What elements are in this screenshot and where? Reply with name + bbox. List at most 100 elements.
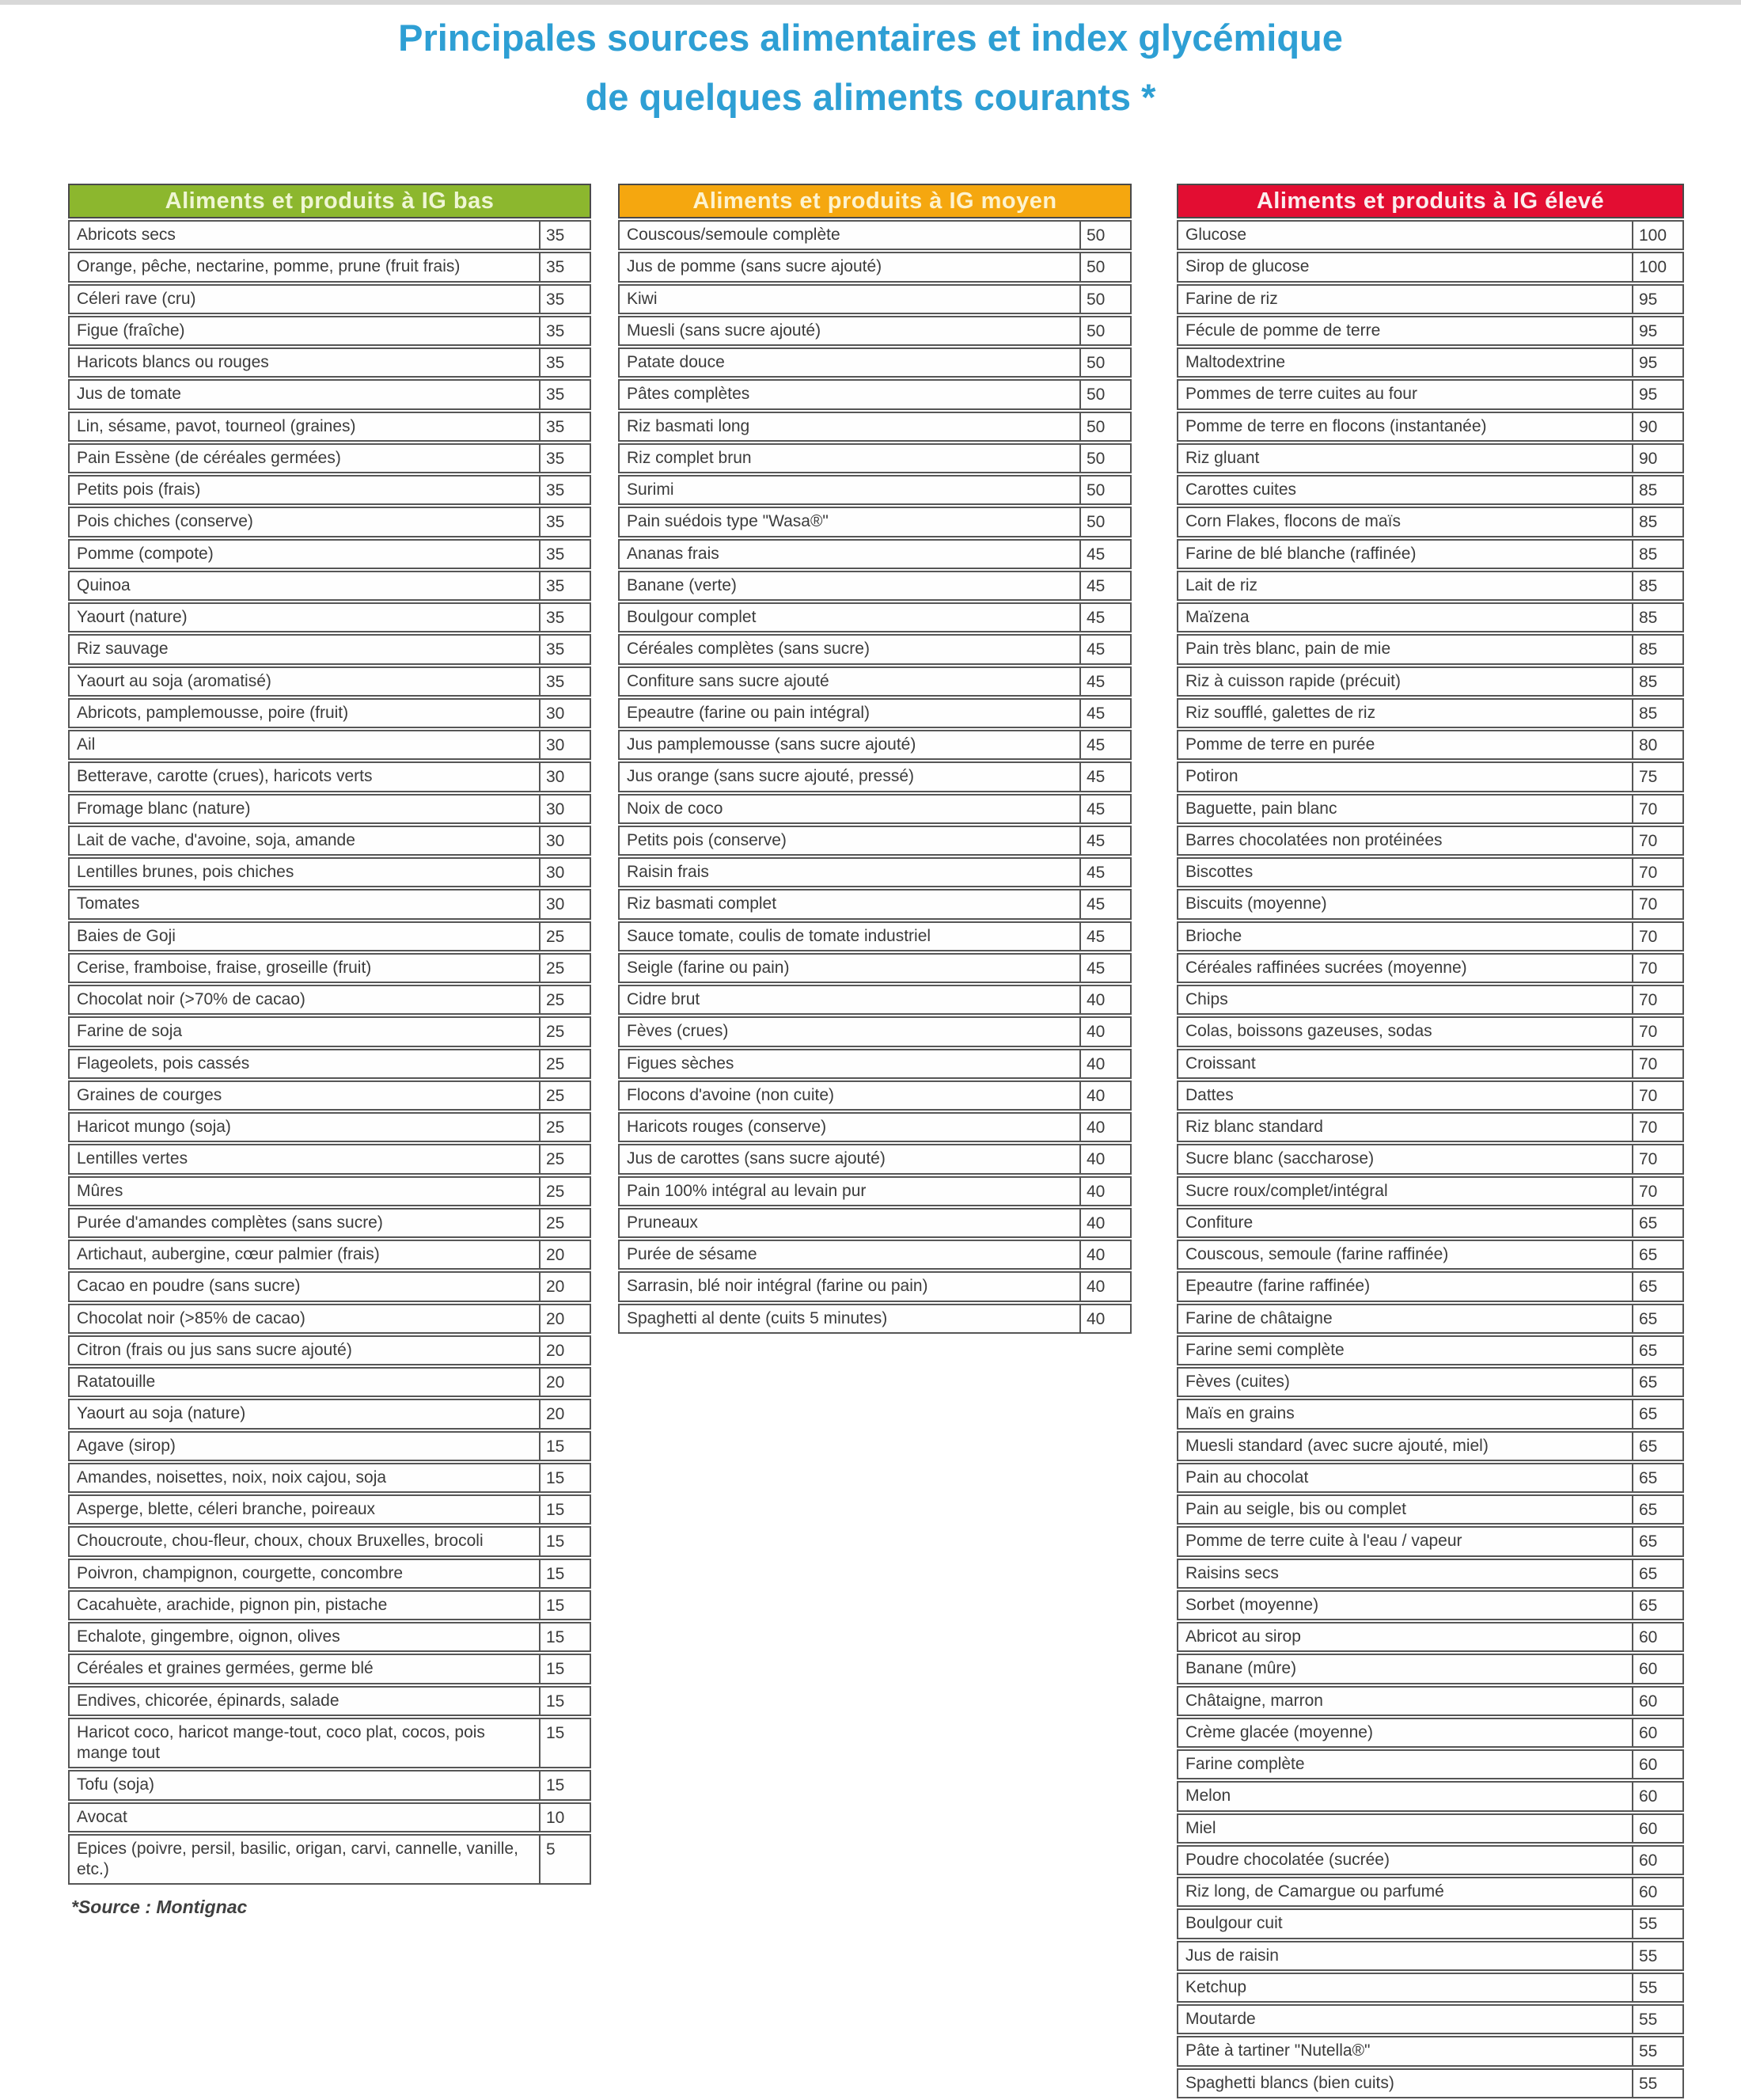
food-label: Céréales raffinées sucrées (moyenne) (1178, 954, 1633, 982)
table-row: Cidre brut 40 (618, 985, 1132, 1016)
gi-value: 40 (1087, 1182, 1106, 1201)
gi-value: 100 (1639, 226, 1667, 245)
gi-value: 40 (1087, 1246, 1106, 1264)
gi-value: 45 (1087, 831, 1106, 850)
gi-value: 65 (1639, 1213, 1658, 1232)
food-label: Pain au chocolat (1178, 1464, 1633, 1491)
food-label: Fèves (crues) (620, 1018, 1081, 1046)
table-row: Pain suédois type "Wasa®" 50 (618, 507, 1132, 537)
gi-value: 70 (1639, 1182, 1658, 1201)
food-label: Epeautre (farine ou pain intégral) (620, 699, 1081, 727)
food-label: Pâte à tartiner "Nutella®" (1178, 2037, 1633, 2065)
gi-value: 25 (546, 991, 565, 1009)
gi-value: 15 (546, 1723, 565, 1742)
food-label: Biscuits (moyenne) (1178, 891, 1633, 918)
gi-value: 70 (1639, 831, 1658, 850)
food-label: Moutarde (1178, 2006, 1633, 2034)
gi-value: 15 (546, 1532, 565, 1551)
food-label: Choucroute, chou-fleur, choux, choux Bru… (70, 1528, 541, 1555)
food-label: Banane (mûre) (1178, 1655, 1633, 1683)
food-label: Pain suédois type "Wasa®" (620, 508, 1081, 536)
table-row: Endives, chicorée, épinards, salade 15 (68, 1685, 591, 1716)
food-label: Glucose (1178, 222, 1633, 249)
food-label: Pois chiches (conserve) (70, 508, 541, 536)
table-row: Yaourt (nature) 35 (68, 602, 591, 633)
gi-value: 5 (546, 1840, 556, 1859)
food-label: Lentilles vertes (70, 1145, 541, 1173)
gi-value: 45 (1087, 864, 1106, 882)
table-row: Epices (poivre, persil, basilic, origan,… (68, 1833, 591, 1885)
table-row: Biscottes 70 (1177, 857, 1684, 888)
food-label: Sauce tomate, coulis de tomate industrie… (620, 922, 1081, 950)
table-row: Fécule de pomme de terre 95 (1177, 315, 1684, 346)
table-row: Couscous/semoule complète 50 (618, 220, 1132, 251)
food-label: Sorbet (moyenne) (1178, 1591, 1633, 1619)
food-label: Farine de soja (70, 1018, 541, 1046)
gi-value: 25 (546, 927, 565, 946)
food-label: Dattes (1178, 1081, 1633, 1109)
gi-value: 70 (1639, 799, 1658, 818)
food-label: Pomme de terre en purée (1178, 731, 1633, 759)
food-label: Riz blanc standard (1178, 1114, 1633, 1141)
gi-value: 35 (546, 385, 565, 404)
food-label: Betterave, carotte (crues), haricots ver… (70, 763, 541, 791)
gi-value: 30 (546, 736, 565, 754)
table-header-high: Aliments et produits à IG élevé (1177, 184, 1684, 218)
table-rows-low: Abricots secs 35 Orange, pêche, nectarine,… (68, 220, 591, 1885)
table-row: Lin, sésame, pavot, tourneol (graines) 35 (68, 411, 591, 442)
food-label: Baies de Goji (70, 922, 541, 950)
table-rows-medium: Couscous/semoule complète 50 Jus de pomme … (618, 220, 1132, 1334)
food-label: Farine de blé blanche (raffinée) (1178, 540, 1633, 568)
table-row: Cacahuète, arachide, pignon pin, pistach… (68, 1589, 591, 1620)
gi-table-medium: Aliments et produits à IG moyen Couscous… (618, 184, 1132, 1335)
table-row: Chocolat noir (>85% de cacao) 20 (68, 1303, 591, 1334)
table-row: Petits pois (frais) 35 (68, 475, 591, 506)
table-row: Céleri rave (cru) 35 (68, 283, 591, 314)
food-label: Farine de riz (1178, 285, 1633, 313)
table-row: Riz long, de Camargue ou parfumé 60 (1177, 1877, 1684, 1908)
gi-table-low: Aliments et produits à IG bas Abricots s… (68, 184, 591, 1886)
gi-value: 25 (546, 959, 565, 978)
table-row: Tomates 30 (68, 889, 591, 920)
table-row: Riz complet brun 50 (618, 442, 1132, 473)
gi-value: 15 (546, 1564, 565, 1583)
food-label: Epeautre (farine raffinée) (1178, 1273, 1633, 1301)
table-row: Pommes de terre cuites au four 95 (1177, 379, 1684, 410)
food-label: Chocolat noir (>85% de cacao) (70, 1304, 541, 1332)
gi-value: 35 (546, 290, 565, 309)
table-row: Pomme de terre en flocons (instantanée) 9… (1177, 411, 1684, 442)
gi-value: 35 (546, 672, 565, 691)
food-label: Châtaigne, marron (1178, 1687, 1633, 1715)
food-label: Raisins secs (1178, 1559, 1633, 1587)
table-row: Carottes cuites 85 (1177, 475, 1684, 506)
table-row: Chips 70 (1177, 985, 1684, 1016)
gi-value: 95 (1639, 354, 1658, 372)
gi-value: 60 (1639, 1756, 1658, 1774)
table-row: Muesli standard (avec sucre ajouté, miel… (1177, 1430, 1684, 1461)
gi-value: 85 (1639, 513, 1658, 532)
gi-value: 60 (1639, 1819, 1658, 1838)
table-row: Ail 30 (68, 730, 591, 761)
table-row: Spaghetti blancs (bien cuits) 55 (1177, 2068, 1684, 2098)
table-row: Riz basmati complet 45 (618, 889, 1132, 920)
gi-value: 65 (1639, 1596, 1658, 1615)
gi-value: 55 (1639, 1946, 1658, 1965)
food-label: Yaourt au soja (nature) (70, 1400, 541, 1428)
food-label: Tofu (soja) (70, 1772, 541, 1799)
gi-value: 25 (546, 1086, 565, 1105)
gi-value: 45 (1087, 895, 1106, 914)
gi-value: 55 (1639, 1915, 1658, 1934)
table-row: Noix de coco 45 (618, 793, 1132, 824)
food-label: Corn Flakes, flocons de maïs (1178, 508, 1633, 536)
table-row: Jus pamplemousse (sans sucre ajouté) 45 (618, 730, 1132, 761)
table-row: Pomme de terre cuite à l'eau / vapeur 65 (1177, 1526, 1684, 1557)
gi-value: 65 (1639, 1437, 1658, 1456)
gi-value: 85 (1639, 609, 1658, 627)
food-label: Graines de courges (70, 1081, 541, 1109)
gi-value: 40 (1087, 1086, 1106, 1105)
gi-value: 30 (546, 864, 565, 882)
table-row: Melon 60 (1177, 1781, 1684, 1812)
table-row: Confiture 65 (1177, 1207, 1684, 1238)
gi-value: 35 (546, 321, 565, 340)
gi-value: 15 (546, 1660, 565, 1679)
